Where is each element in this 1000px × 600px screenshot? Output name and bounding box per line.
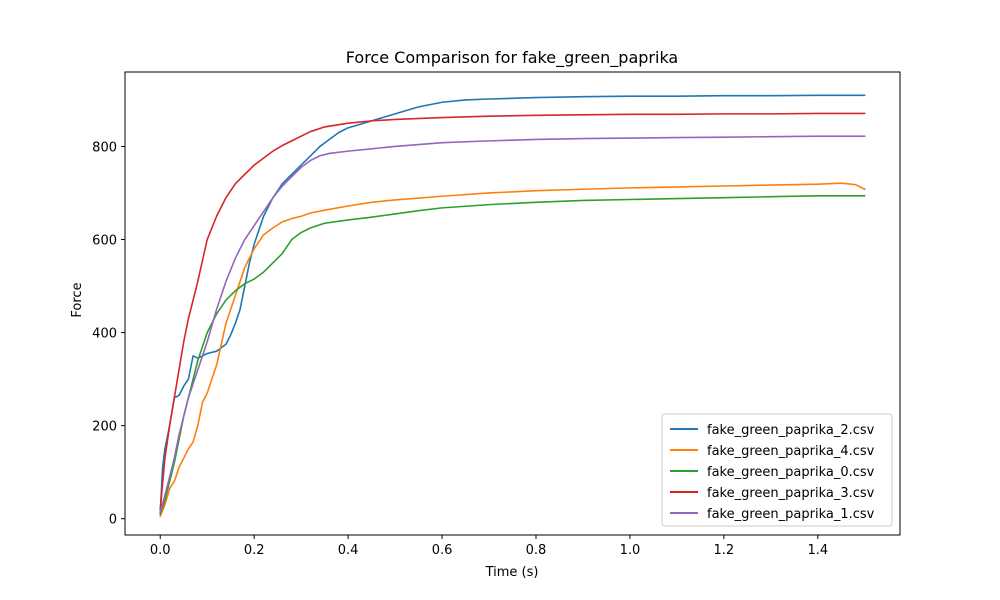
legend-box [661,413,893,527]
x-tick-label: 0.8 [526,543,547,558]
chart-title: Force Comparison for fake_green_paprika [346,48,678,68]
x-tick-label: 0.4 [338,543,359,558]
series-line-4 [159,135,866,513]
legend-label-4: fake_green_paprika_1.csv [707,507,875,522]
legend: fake_green_paprika_2.csv fake_green_papri… [661,413,893,527]
series-line-1 [159,182,866,518]
series-line-3 [159,112,866,511]
legend-label-1: fake_green_paprika_4.csv [707,444,875,459]
y-tick-label: 600 [92,234,117,249]
x-tick-label: 0.2 [244,543,265,558]
y-axis: 0 200 400 600 800 [92,140,125,528]
x-axis-label: Time (s) [485,565,539,580]
plot-area [124,71,901,536]
legend-label-3: fake_green_paprika_3.csv [707,486,875,501]
x-axis: 0.0 0.2 0.4 0.6 0.8 1.0 1.2 1.4 [150,535,828,558]
y-tick-label: 400 [92,327,117,342]
series-line-0 [159,94,866,515]
x-tick-label: 1.0 [620,543,641,558]
x-tick-label: 1.4 [807,543,828,558]
plot-frame [124,71,901,536]
x-tick-label: 0.0 [150,543,171,558]
x-tick-label: 0.6 [432,543,453,558]
x-tick-label: 1.2 [714,543,735,558]
y-axis-label: Force [70,282,85,317]
y-tick-label: 0 [109,513,117,528]
y-tick-label: 800 [92,140,117,155]
legend-label-2: fake_green_paprika_0.csv [707,465,875,480]
y-tick-label: 200 [92,420,117,435]
legend-label-0: fake_green_paprika_2.csv [707,423,875,438]
